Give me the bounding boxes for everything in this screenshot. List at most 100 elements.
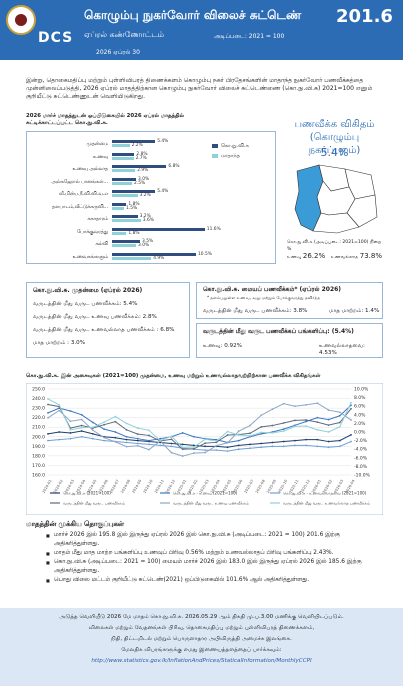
data-point <box>91 426 94 429</box>
data-point <box>316 416 319 419</box>
data-point <box>69 420 72 423</box>
findings-title: மாதத்தின் முக்கிய தொகுப்புகள் <box>26 520 124 528</box>
map-region <box>312 212 360 234</box>
colombo-district-map <box>294 164 378 234</box>
data-point <box>47 416 49 419</box>
data-point <box>103 421 106 424</box>
y-right-tick-label: 2.0% <box>354 421 366 427</box>
legend-label: கொ.நு.வி.சு - உணவல்லாதவை (2021=100) <box>283 491 367 497</box>
data-point <box>136 439 139 442</box>
x-tick-label: 2026-01 <box>311 479 322 494</box>
bar-value-label: 1.5% <box>126 205 138 211</box>
bar-value-label: 11.6% <box>206 226 221 232</box>
data-point <box>47 411 49 414</box>
x-tick-label: 2025-12 <box>300 479 311 494</box>
bar-value-label: 2.2% <box>131 143 143 148</box>
data-point <box>226 434 229 436</box>
x-tick-label: 2024-02 <box>53 479 64 494</box>
data-point <box>249 447 251 450</box>
bar-category-label: உணவகங்களும் <box>72 254 108 260</box>
data-point <box>260 414 263 417</box>
data-point <box>249 443 251 446</box>
data-point <box>338 425 341 428</box>
data-point <box>148 429 150 432</box>
core-box-title: கொ.நு.வி.சு. மையப் பணவீக்கம்* (ஏப்ரல் 20… <box>203 286 342 293</box>
data-point <box>159 437 162 440</box>
bar-chart-legend: கொ.நு.வி.சு மாதாந்த <box>212 143 249 163</box>
data-point <box>204 449 207 452</box>
bar <box>112 240 140 243</box>
bar <box>112 206 124 210</box>
data-point <box>338 439 341 442</box>
x-tick-label: 2024-09 <box>131 478 142 494</box>
data-point <box>338 421 341 424</box>
findings-list: மார்ச் 2026 இல் 195.8 இல் இருந்து ஏப்ரல்… <box>46 531 386 585</box>
data-point <box>181 446 184 449</box>
data-point <box>58 438 61 441</box>
x-tick-label: 2024-01 <box>42 479 53 494</box>
y-right-tick-label: -8.0% <box>354 464 368 470</box>
data-point <box>80 418 83 421</box>
finding-item: பொது விலை மட்டம் குறியீட்டு சுட்டெண்(202… <box>46 576 386 585</box>
x-tick-label: 2026-04 <box>345 478 356 494</box>
y-right-tick-label: 6.0% <box>354 404 366 410</box>
contribution-box: வருடத்தின் மீது வருட பணவீக்கப் பங்களிப்ப… <box>196 323 383 358</box>
bar-category-label: உணவு <box>92 154 108 160</box>
data-point <box>148 434 150 437</box>
ministry-name: நிதி, திட்டமிடல் மற்றும் பொருளாதார அபிவி… <box>111 636 292 642</box>
y-left-tick-label: 200.0 <box>32 434 45 440</box>
bar <box>112 190 156 193</box>
data-point <box>327 418 330 421</box>
bar <box>112 202 127 206</box>
report-title: கொழும்பு நுகர்வோர் விலைச் சுட்டெண் <box>84 8 302 22</box>
map-title: பணவீக்க விகிதம் (கொழும்பு நகர்ப்புறம்) <box>294 119 375 156</box>
data-point <box>282 430 285 433</box>
data-point <box>181 443 184 446</box>
y-left-tick-label: 180.0 <box>32 453 45 459</box>
bar-category-label: அல்கஹோல் பானங்கள்... <box>51 179 108 185</box>
data-point <box>148 439 150 442</box>
data-point <box>293 444 296 447</box>
bar <box>112 140 156 143</box>
x-tick-label: 2025-10 <box>277 478 288 494</box>
data-point <box>192 444 195 447</box>
bar <box>112 177 136 181</box>
data-point <box>80 413 83 416</box>
legend-label: மாதாந்த <box>221 153 240 159</box>
data-point <box>350 407 352 410</box>
data-point <box>249 424 251 427</box>
bar-value-label: 1.8% <box>128 201 140 207</box>
data-point <box>350 401 352 404</box>
x-tick-label: 2024-11 <box>154 479 165 494</box>
legend-item: கொ.நு.வி.சு <box>212 143 249 149</box>
bar <box>112 144 130 147</box>
data-point <box>260 442 263 445</box>
data-point <box>305 420 308 423</box>
data-point <box>69 432 72 434</box>
x-tick-label: 2024-05 <box>87 479 98 494</box>
y-right-tick-label: -6.0% <box>354 455 368 461</box>
data-point <box>237 430 240 433</box>
y-right-tick-label: 8.0% <box>354 395 366 401</box>
bar <box>112 219 141 222</box>
series-line <box>47 436 352 452</box>
data-point <box>293 405 296 408</box>
bar <box>112 252 196 256</box>
data-point <box>91 433 94 435</box>
data-point <box>327 440 330 443</box>
data-point <box>293 439 296 442</box>
data-point <box>80 424 83 427</box>
report-subtitle: ஏப்ரல் கண்ணோட்டம் <box>84 30 165 39</box>
data-point <box>159 444 162 447</box>
data-point <box>80 426 83 429</box>
bar <box>112 156 134 160</box>
data-point <box>293 425 296 428</box>
map-inflation-rate: 5.4% <box>320 146 349 159</box>
bar-value-label: 3.5% <box>142 239 154 244</box>
food-weight: உணவு 26.2% <box>287 253 325 261</box>
website-link[interactable]: http://www.statistics.gov.lk/InflationAn… <box>91 658 312 664</box>
y-right-tick-label: 0.0% <box>354 430 366 436</box>
bar-category-label: வீ.மின்ப.நீ.வி.வி.வ.எ <box>58 192 108 197</box>
data-point <box>80 435 83 438</box>
data-point <box>282 428 285 431</box>
